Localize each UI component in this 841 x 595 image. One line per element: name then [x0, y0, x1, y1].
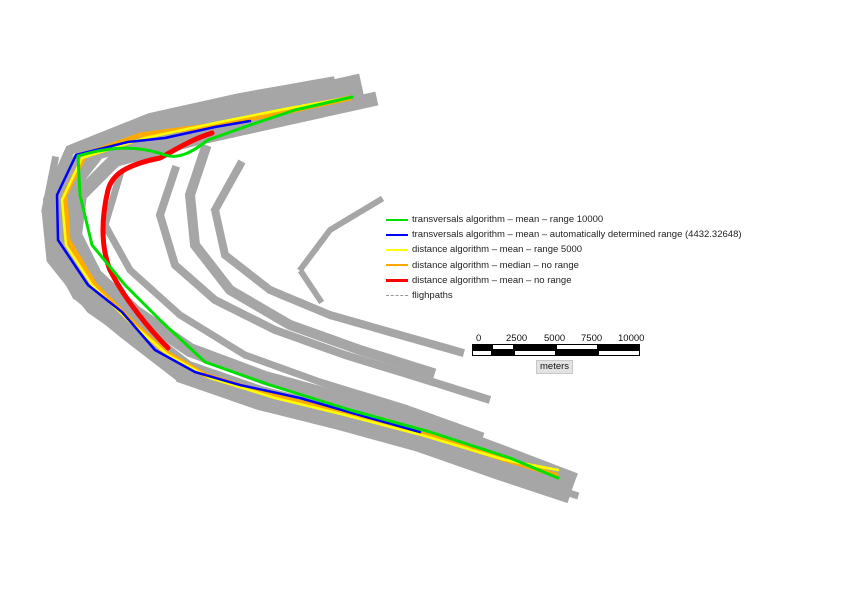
- scale-units-label: meters: [536, 360, 574, 374]
- legend-label: distance algorithm – mean – range 5000: [412, 244, 583, 256]
- legend-swatch: [386, 264, 408, 267]
- scale-bar: 0 2500 5000 7500 10000 meters: [470, 333, 645, 378]
- legend: transversals algorithm – mean – range 10…: [386, 212, 742, 303]
- scale-bar-row-bottom: [472, 350, 640, 356]
- legend-item: distance algorithm – median – no range: [386, 258, 742, 273]
- scale-tick-label: 0: [476, 333, 482, 344]
- line-transversals-auto-range: [55, 119, 422, 434]
- scale-tick-label: 5000: [544, 333, 566, 344]
- legend-label: transversals algorithm – mean – range 10…: [412, 214, 604, 226]
- scale-bar-row-top: [472, 344, 640, 350]
- legend-label: flighpaths: [412, 290, 453, 302]
- line-distance-mean-no-range: [100, 130, 215, 351]
- legend-item: transversals algorithm – mean – range 10…: [386, 212, 742, 227]
- line-transversals-mean-range-10000: [76, 95, 560, 480]
- legend-label: distance algorithm – mean – no range: [412, 274, 572, 286]
- scale-tick-label: 2500: [506, 333, 528, 344]
- scale-tick-label: 10000: [618, 333, 645, 344]
- legend-item: flighpaths: [386, 288, 742, 303]
- result-lines: [55, 95, 560, 480]
- legend-swatch: [386, 248, 408, 251]
- legend-swatch: [386, 233, 408, 236]
- legend-item: transversals algorithm – mean – automati…: [386, 227, 742, 242]
- legend-label: transversals algorithm – mean – automati…: [412, 229, 742, 241]
- legend-item: distance algorithm – mean – no range: [386, 273, 742, 288]
- legend-swatch: [386, 278, 408, 282]
- legend-item: distance algorithm – mean – range 5000: [386, 242, 742, 257]
- legend-swatch: [386, 218, 408, 221]
- legend-swatch: [386, 295, 408, 297]
- scale-tick-label: 7500: [581, 333, 603, 344]
- legend-label: distance algorithm – median – no range: [412, 259, 579, 271]
